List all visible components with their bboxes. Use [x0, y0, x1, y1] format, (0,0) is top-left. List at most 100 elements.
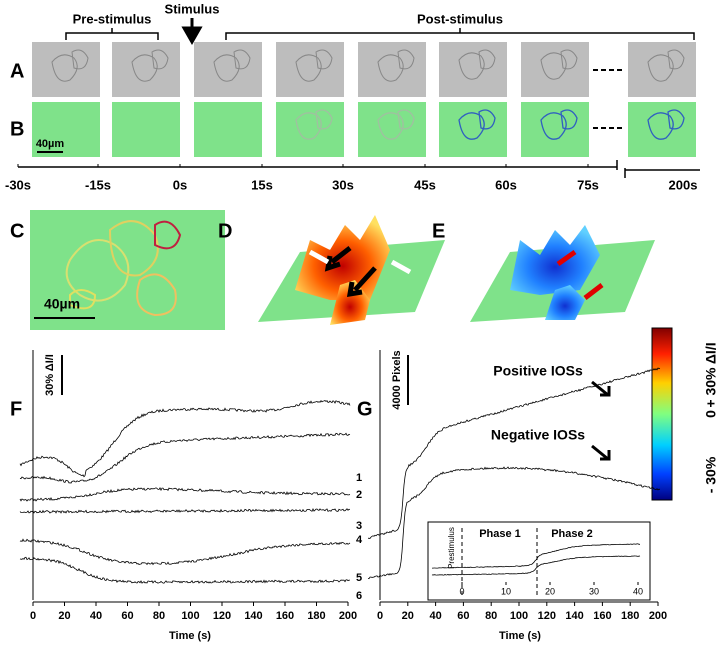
x-tick-label: 120 [538, 610, 556, 622]
stimulus-label: Stimulus [165, 1, 220, 16]
panel-label: B [10, 118, 24, 140]
image-rows [32, 42, 696, 157]
image-a [276, 42, 344, 97]
x-tick-label: 60 [121, 610, 133, 622]
image-a [439, 42, 507, 97]
x-tick-label: 0 [377, 610, 383, 622]
x-tick-label: 140 [244, 610, 262, 622]
positive-label: Positive IOSs [493, 363, 583, 379]
x-tick-label: 40 [429, 610, 441, 622]
image-a [194, 42, 262, 97]
cells [458, 109, 496, 140]
scale-bar-label: 40µm [36, 138, 65, 150]
trace [19, 556, 350, 584]
cells [647, 49, 685, 82]
traces: 1 2 3 4 5 6 [19, 399, 363, 602]
cells [51, 49, 89, 82]
cells [65, 220, 182, 317]
colorbar-top: + 30% ΔI/I [703, 342, 719, 407]
panel-label: G [357, 398, 373, 420]
time-label: -30s [5, 177, 31, 192]
inset-plot: 010203040 [431, 528, 643, 598]
image-b [521, 102, 589, 157]
bracket [225, 28, 695, 40]
x-tick-label: 0 [30, 610, 36, 622]
inset [427, 521, 651, 601]
bracket [65, 28, 159, 40]
arrow [308, 249, 330, 265]
time-label: 200s [669, 177, 698, 192]
arrow [390, 259, 412, 275]
time-label: 75s [577, 177, 599, 192]
time-label: -15s [85, 177, 111, 192]
trace [19, 508, 351, 514]
x-tick-label: 40 [90, 610, 102, 622]
inset-tick-label: 30 [589, 586, 599, 596]
panel-label: F [10, 398, 22, 420]
inset-tick-label: 40 [633, 586, 643, 596]
x-tick-label: 80 [153, 610, 165, 622]
pre-stimulus-label: Pre-stimulus [73, 11, 152, 26]
image-b [358, 102, 426, 157]
cells [377, 109, 415, 140]
colorbar [651, 327, 673, 501]
image-b [112, 102, 180, 157]
x-tick-label: 200 [339, 610, 357, 622]
arrow [346, 266, 377, 298]
x-tick-label: 180 [307, 610, 325, 622]
image-b [628, 102, 696, 157]
post-stimulus-label: Post-stimulus [417, 11, 503, 26]
peak [510, 225, 600, 295]
panel-label: D [218, 220, 232, 242]
time-label: 0s [173, 177, 187, 192]
scale-bar-label: 4000 Pixels [391, 350, 403, 409]
arrow [591, 380, 611, 397]
trace-label: 4 [356, 534, 363, 546]
x-tick-label: 160 [276, 610, 294, 622]
inset-phase-1: Phase 1 [479, 528, 521, 540]
trace-label: 1 [356, 472, 362, 484]
trace [431, 555, 641, 576]
stimulus-arrow [181, 18, 203, 46]
trace [432, 543, 640, 569]
trace [19, 538, 351, 566]
x-tick-label: 100 [510, 610, 528, 622]
inset-tick-label: 10 [501, 586, 511, 596]
cells [458, 49, 496, 80]
x-tick-label: 20 [402, 610, 414, 622]
cells [540, 49, 578, 80]
image-a [628, 42, 696, 97]
image-a [358, 42, 426, 97]
time-labels: -30s -15s 0s 15s 30s 45s 60s 75s 200s [5, 164, 697, 192]
arrow [583, 283, 604, 300]
x-axis-label: Time (s) [169, 630, 211, 642]
peak [545, 285, 585, 320]
axis-break [616, 160, 700, 178]
time-label: 60s [495, 177, 517, 192]
trace [19, 399, 351, 478]
image-a [521, 42, 589, 97]
inset-tick-label: 20 [545, 586, 555, 596]
x-tick-label: 140 [565, 610, 583, 622]
inset-phase-2: Phase 2 [551, 528, 593, 540]
scale-bar-label: 40µm [44, 296, 80, 312]
time-label: 30s [332, 177, 354, 192]
arrow [324, 246, 352, 272]
cells [213, 49, 251, 82]
negative-label: Negative IOSs [491, 427, 585, 443]
trace [19, 432, 351, 484]
trace-label: 5 [356, 572, 362, 584]
cells [295, 109, 333, 140]
image-a [112, 42, 180, 97]
x-tick-label: 120 [213, 610, 231, 622]
trace [367, 367, 661, 539]
x-tick-label: 20 [58, 610, 70, 622]
time-label: 15s [251, 177, 273, 192]
cells [295, 49, 333, 82]
cells [377, 49, 415, 82]
colorbar-bottom: - 30% [703, 456, 719, 493]
colorbar-middle: 0 [703, 410, 719, 418]
scale-bar-label: 30% ΔI/I [44, 354, 56, 396]
x-tick-label: 100 [181, 610, 199, 622]
